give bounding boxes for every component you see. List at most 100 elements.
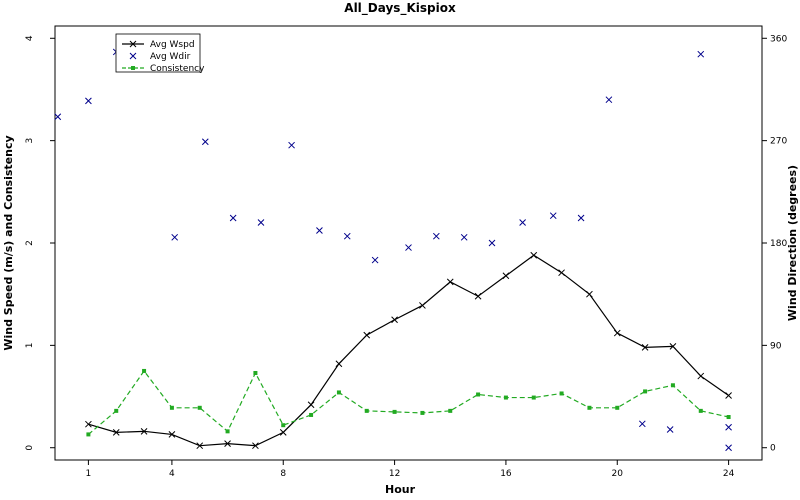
- point-avg-wdir: [405, 244, 412, 251]
- point-avg-wdir: [257, 219, 265, 226]
- point-consistency: [197, 405, 202, 410]
- point-consistency: [336, 390, 341, 395]
- point-consistency: [559, 391, 564, 396]
- point-consistency: [698, 408, 703, 413]
- point-consistency: [670, 383, 675, 388]
- x-tick-label: 8: [280, 469, 286, 479]
- point-avg-wdir: [288, 141, 295, 149]
- point-consistency: [142, 368, 147, 373]
- point-avg-wspd: [196, 442, 204, 450]
- line-consistency: [88, 369, 729, 435]
- series-layer: [54, 48, 732, 452]
- point-avg-wdir: [605, 96, 613, 104]
- point-consistency: [309, 412, 314, 417]
- point-avg-wspd: [168, 431, 176, 438]
- x-tick-label: 12: [389, 469, 400, 479]
- point-avg-wspd: [474, 292, 482, 300]
- x-tick-label: 20: [612, 469, 624, 479]
- point-avg-wdir: [201, 138, 209, 146]
- point-avg-wdir: [54, 113, 62, 121]
- point-avg-wspd: [697, 372, 705, 380]
- point-avg-wdir: [577, 214, 585, 222]
- legend-marker: [131, 66, 135, 70]
- point-consistency: [643, 389, 648, 394]
- point-consistency: [169, 405, 174, 410]
- point-avg-wdir: [229, 214, 237, 222]
- legend: Avg Wspd Avg Wdir Consistency: [115, 33, 205, 74]
- legend-item-consistency: Consistency: [122, 64, 205, 74]
- point-avg-wdir: [488, 239, 496, 247]
- y-left-tick-label: 1: [25, 342, 35, 348]
- point-avg-wdir: [519, 219, 526, 226]
- point-avg-wspd: [279, 429, 287, 436]
- point-avg-wdir: [666, 426, 674, 433]
- x-tick-label: 4: [169, 469, 175, 479]
- legend-item-avg-wdir: Avg Wdir: [129, 52, 191, 62]
- legend-marker: [129, 52, 137, 60]
- point-avg-wspd: [613, 329, 621, 337]
- point-avg-wdir: [549, 212, 557, 220]
- point-avg-wspd: [419, 302, 426, 309]
- point-avg-wdir: [725, 444, 732, 452]
- chart-title: All_Days_Kispiox: [344, 1, 456, 16]
- point-avg-wspd: [307, 401, 315, 409]
- point-avg-wspd: [224, 440, 231, 447]
- point-avg-wspd: [446, 278, 454, 286]
- x-tick-label: 24: [723, 469, 735, 479]
- point-avg-wspd: [641, 344, 649, 351]
- point-avg-wspd: [530, 251, 538, 259]
- y-left-tick-label: 0: [25, 445, 35, 451]
- point-consistency: [503, 395, 508, 400]
- point-avg-wspd: [140, 427, 148, 435]
- legend-label: Avg Wspd: [150, 40, 195, 50]
- point-avg-wdir: [171, 233, 179, 241]
- point-consistency: [476, 392, 481, 397]
- y-left-tick-label: 2: [25, 240, 35, 246]
- point-avg-wspd: [558, 269, 565, 277]
- point-avg-wspd: [391, 316, 398, 324]
- y-right-tick-label: 90: [770, 341, 782, 351]
- series-avg-wdir: [54, 48, 732, 452]
- y-right-tick-label: 270: [770, 137, 787, 147]
- series-avg-wspd: [85, 251, 732, 450]
- y-axis-right-label: Wind Direction (degrees): [786, 165, 799, 321]
- y-right-tick-label: 180: [770, 239, 787, 249]
- legend-label: Consistency: [150, 64, 205, 74]
- point-consistency: [86, 432, 91, 437]
- point-avg-wspd: [85, 420, 92, 428]
- point-consistency: [114, 408, 119, 413]
- y-right-tick-label: 360: [770, 34, 787, 44]
- point-avg-wdir: [638, 420, 646, 428]
- point-consistency: [253, 370, 258, 375]
- plot-frame: [54, 25, 763, 461]
- legend-label: Avg Wdir: [150, 52, 191, 62]
- point-consistency: [225, 429, 230, 434]
- point-consistency: [448, 408, 453, 413]
- point-avg-wspd: [335, 360, 343, 368]
- point-avg-wdir: [343, 232, 351, 240]
- point-avg-wdir: [432, 232, 440, 240]
- point-avg-wdir: [697, 50, 705, 58]
- legend-marker: [129, 40, 137, 48]
- y-left-tick-label: 4: [25, 35, 35, 41]
- legend-item-avg-wspd: Avg Wspd: [122, 40, 195, 50]
- point-consistency: [392, 409, 397, 414]
- x-tick-label: 1: [86, 469, 92, 479]
- x-axis-label: Hour: [385, 483, 416, 496]
- point-consistency: [364, 408, 369, 413]
- series-consistency: [86, 368, 731, 437]
- point-avg-wdir: [371, 256, 379, 264]
- point-avg-wdir: [85, 97, 92, 105]
- point-avg-wdir: [316, 227, 323, 234]
- point-consistency: [587, 405, 592, 410]
- point-avg-wspd: [112, 429, 120, 436]
- point-avg-wdir: [460, 233, 468, 241]
- line-avg-wspd: [88, 254, 729, 447]
- y-axis-left-label: Wind Speed (m/s) and Consistency: [2, 135, 15, 350]
- point-consistency: [726, 415, 731, 420]
- point-consistency: [615, 405, 620, 410]
- point-avg-wspd: [363, 331, 371, 339]
- point-avg-wspd: [502, 272, 510, 280]
